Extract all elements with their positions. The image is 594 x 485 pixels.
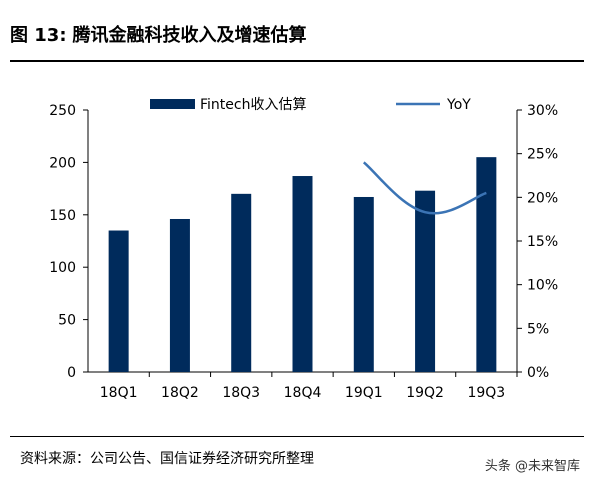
- figure-title: 腾讯金融科技收入及增速估算: [72, 25, 307, 46]
- line-series: [362, 161, 487, 215]
- right-tick-label: 10%: [527, 278, 558, 294]
- legend: Fintech收入估算 YoY: [150, 97, 471, 113]
- bar: [292, 176, 313, 372]
- x-tick-label: 19Q3: [467, 385, 505, 401]
- bar: [169, 218, 190, 372]
- right-tick-label: 25%: [527, 147, 558, 163]
- legend-bar-swatch: [150, 99, 195, 109]
- x-tick-label: 18Q3: [222, 385, 260, 401]
- x-tick-label: 19Q1: [345, 385, 383, 401]
- source-note: 资料来源：公司公告、国信证券经济研究所整理: [20, 451, 314, 467]
- footer-rule: [10, 436, 584, 437]
- figure-label: 图 13:: [10, 25, 67, 46]
- right-tick-label: 20%: [527, 190, 558, 206]
- bar-series: [108, 157, 497, 372]
- right-tick-label: 15%: [527, 234, 558, 250]
- left-tick-label: 200: [49, 155, 76, 171]
- right-tick-label: 30%: [527, 103, 558, 119]
- left-tick-label: 50: [58, 313, 76, 329]
- left-tick-label: 0: [67, 365, 76, 381]
- yoy-line: [362, 161, 487, 215]
- bar: [353, 196, 374, 372]
- right-tick-label: 5%: [527, 321, 549, 337]
- legend-bar-label: Fintech收入估算: [200, 97, 306, 113]
- x-tick-label: 18Q2: [161, 385, 199, 401]
- bar: [415, 190, 436, 372]
- bar: [108, 230, 129, 372]
- left-tick-label: 250: [49, 103, 76, 119]
- bar: [231, 193, 252, 372]
- tick-labels: 0 50 100 150 200 250 0% 5% 10% 15% 20% 25% 30% 18Q1 18…: [49, 103, 558, 401]
- x-tick-label: 18Q4: [284, 385, 322, 401]
- figure-header: 图 13: 腾讯金融科技收入及增速估算: [10, 18, 584, 50]
- bar: [476, 157, 497, 372]
- header-rule: [10, 60, 584, 62]
- legend-line-label: YoY: [446, 97, 471, 113]
- x-tick-label: 19Q2: [406, 385, 444, 401]
- watermark: 头条 @未来智库: [484, 459, 580, 474]
- right-tick-label: 0%: [527, 365, 549, 381]
- left-tick-label: 150: [49, 208, 76, 224]
- left-tick-label: 100: [49, 260, 76, 276]
- x-tick-label: 18Q1: [100, 385, 138, 401]
